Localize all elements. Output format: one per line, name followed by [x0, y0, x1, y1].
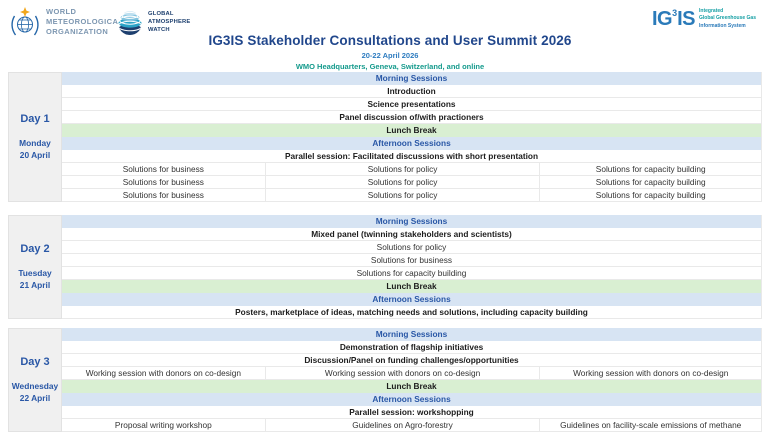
lunch-break-row: Lunch Break — [62, 280, 761, 293]
parallel-cell: Guidelines on facility-scale emissions o… — [539, 419, 761, 431]
agenda-item-row: Panel discussion of/with practioners — [62, 111, 761, 124]
parallel-cell: Solutions for policy — [264, 189, 540, 201]
parallel-row: Working session with donors on co-design… — [62, 367, 761, 380]
day-number: Day 2 — [20, 243, 50, 256]
agenda-item-row: Parallel session: Facilitated discussion… — [62, 150, 761, 163]
parallel-row: Solutions for business Solutions for poli… — [62, 163, 761, 176]
day-weekday: Tuesday — [18, 268, 52, 279]
parallel-cell: Guidelines on Agro-forestry — [264, 419, 540, 431]
parallel-cell: Solutions for capacity building — [539, 176, 761, 188]
day-date: 20 April — [19, 149, 51, 160]
day-block-1: Day 1 Monday 20 April Morning Sessions Intro… — [8, 72, 762, 202]
parallel-cell: Solutions for capacity building — [539, 163, 761, 175]
lunch-break-row: Lunch Break — [62, 124, 761, 137]
parallel-cell: Solutions for business — [122, 164, 204, 174]
ig3is-logo: IG3IS Integrated Global Greenhouse Gas I… — [652, 8, 756, 30]
session-header-row: Afternoon Sessions — [62, 137, 761, 150]
page-header: WORLD METEOROLOGICAL ORGANIZATION — [0, 0, 768, 72]
lunch-break-row: Lunch Break — [62, 380, 761, 393]
day-date: 21 April — [19, 279, 51, 290]
parallel-row: Proposal writing workshop Guidelines on A… — [62, 419, 761, 432]
agenda-item-row: Demonstration of flagship initiatives — [62, 341, 761, 354]
gaw-logo: GLOBAL ATMOSPHERE WATCH — [117, 10, 190, 36]
session-header-row: Morning Sessions — [62, 72, 761, 85]
parallel-cell: Working session with donors on co-design — [539, 367, 761, 379]
day-rows: Morning Sessions Demonstration of flagshi… — [62, 328, 762, 432]
parallel-cell: Solutions for policy — [264, 163, 540, 175]
agenda-item-row: Posters, marketplace of ideas, matching … — [62, 306, 761, 319]
agenda-item-row: Solutions for policy — [62, 241, 761, 254]
day-number: Day 1 — [20, 113, 50, 126]
agenda-table: Day 1 Monday 20 April Morning Sessions Intro… — [0, 72, 762, 432]
agenda-item-row: Science presentations — [62, 98, 761, 111]
parallel-row: Solutions for business Solutions for poli… — [62, 189, 761, 202]
day-date: 22 April — [19, 392, 51, 403]
day-label-column: Day 2 Tuesday 21 April — [8, 215, 62, 319]
page-title: IG3IS Stakeholder Consultations and User… — [208, 33, 572, 48]
day-block-2: Day 2 Tuesday 21 April Morning Sessions Mixe… — [8, 215, 762, 319]
day-rows: Morning Sessions Introduction Science pres… — [62, 72, 762, 202]
gaw-globe-icon — [118, 11, 142, 35]
parallel-row: Solutions for business Solutions for poli… — [62, 176, 761, 189]
day-weekday: Monday — [19, 138, 51, 149]
parallel-cell: Working session with donors on co-design — [85, 368, 241, 378]
day-separator — [8, 202, 762, 215]
title-block: IG3IS Stakeholder Consultations and User… — [150, 33, 630, 71]
agenda-item-row: Solutions for capacity building — [62, 267, 761, 280]
session-header-row: Morning Sessions — [62, 328, 761, 341]
session-header-row: Afternoon Sessions — [62, 293, 761, 306]
event-location: WMO Headquarters, Geneva, Switzerland, a… — [295, 62, 485, 71]
day-rows: Morning Sessions Mixed panel (twinning st… — [62, 215, 762, 319]
agenda-item-row: Parallel session: workshopping — [62, 406, 761, 419]
wmo-logo: WORLD METEOROLOGICAL ORGANIZATION — [10, 7, 123, 37]
parallel-cell: Solutions for business — [122, 190, 204, 200]
ig3is-tagline: Integrated Global Greenhouse Gas Informa… — [699, 8, 756, 29]
ig3is-wordmark: IG3IS — [651, 7, 696, 30]
session-header-row: Afternoon Sessions — [62, 393, 761, 406]
agenda-item-row: Mixed panel (twinning stakeholders and s… — [62, 228, 761, 241]
agenda-item-row: Solutions for business — [62, 254, 761, 267]
gaw-logo-text: GLOBAL ATMOSPHERE WATCH — [148, 11, 191, 33]
parallel-cell: Solutions for policy — [264, 176, 540, 188]
parallel-cell: Solutions for capacity building — [539, 189, 761, 201]
day-weekday: Wednesday — [11, 381, 59, 392]
parallel-cell: Proposal writing workshop — [114, 420, 212, 430]
wmo-emblem-icon — [11, 7, 39, 36]
parallel-cell: Solutions for business — [122, 177, 204, 187]
event-dates: 20-22 April 2026 — [361, 51, 419, 60]
agenda-item-row: Discussion/Panel on funding challenges/o… — [62, 354, 761, 367]
session-header-row: Morning Sessions — [62, 215, 761, 228]
day-label-column: Day 3 Wednesday 22 April — [8, 328, 62, 432]
day-label-column: Day 1 Monday 20 April — [8, 72, 62, 202]
day-block-3: Day 3 Wednesday 22 April Morning Sessions De… — [8, 328, 762, 432]
day-separator — [8, 319, 762, 328]
day-number: Day 3 — [20, 356, 50, 369]
parallel-cell: Working session with donors on co-design — [264, 367, 540, 379]
agenda-item-row: Introduction — [62, 85, 761, 98]
wmo-logo-text: WORLD METEOROLOGICAL ORGANIZATION — [46, 7, 124, 36]
